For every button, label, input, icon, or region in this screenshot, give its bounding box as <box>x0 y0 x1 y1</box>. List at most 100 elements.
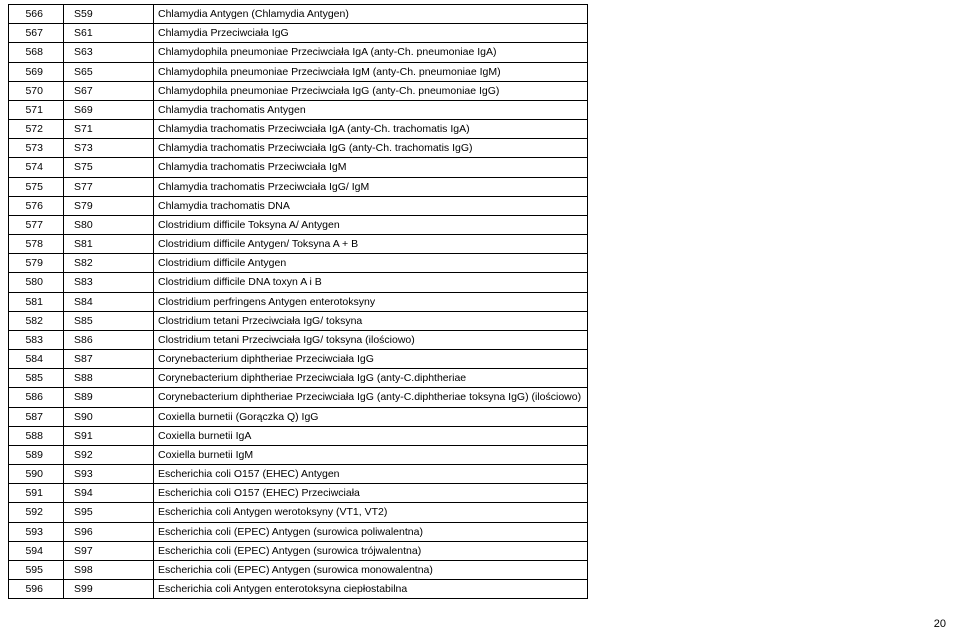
row-description: Chlamydia trachomatis Antygen <box>154 100 588 119</box>
row-number: 592 <box>9 503 64 522</box>
row-description: Clostridium difficile Toksyna A/ Antygen <box>154 215 588 234</box>
row-number: 588 <box>9 426 64 445</box>
row-code: S84 <box>64 292 154 311</box>
row-description: Escherichia coli O157 (EHEC) Antygen <box>154 465 588 484</box>
table-row: 566S59Chlamydia Antygen (Chlamydia Antyg… <box>9 5 588 24</box>
row-number: 570 <box>9 81 64 100</box>
row-code: S86 <box>64 330 154 349</box>
row-code: S91 <box>64 426 154 445</box>
table-row: 574S75Chlamydia trachomatis Przeciwciała… <box>9 158 588 177</box>
page-number: 20 <box>934 618 946 630</box>
row-number: 595 <box>9 560 64 579</box>
row-number: 571 <box>9 100 64 119</box>
row-code: S82 <box>64 254 154 273</box>
table-row: 570S67Chlamydophila pneumoniae Przeciwci… <box>9 81 588 100</box>
table-row: 588S91Coxiella burnetii IgA <box>9 426 588 445</box>
row-number: 566 <box>9 5 64 24</box>
row-description: Coxiella burnetii IgM <box>154 445 588 464</box>
row-description: Chlamydia trachomatis Przeciwciała IgG (… <box>154 139 588 158</box>
row-code: S65 <box>64 62 154 81</box>
row-code: S99 <box>64 580 154 599</box>
row-code: S88 <box>64 369 154 388</box>
table-row: 590S93Escherichia coli O157 (EHEC) Antyg… <box>9 465 588 484</box>
row-description: Corynebacterium diphtheriae Przeciwciała… <box>154 369 588 388</box>
row-number: 576 <box>9 196 64 215</box>
row-description: Chlamydophila pneumoniae Przeciwciała Ig… <box>154 62 588 81</box>
table-row: 569S65Chlamydophila pneumoniae Przeciwci… <box>9 62 588 81</box>
row-code: S61 <box>64 24 154 43</box>
row-number: 583 <box>9 330 64 349</box>
row-description: Escherichia coli (EPEC) Antygen (surowic… <box>154 541 588 560</box>
row-code: S79 <box>64 196 154 215</box>
table-row: 571S69Chlamydia trachomatis Antygen <box>9 100 588 119</box>
row-number: 579 <box>9 254 64 273</box>
row-number: 587 <box>9 407 64 426</box>
row-description: Clostridium difficile DNA toxyn A i B <box>154 273 588 292</box>
row-code: S59 <box>64 5 154 24</box>
row-number: 589 <box>9 445 64 464</box>
row-description: Clostridium perfringens Antygen enteroto… <box>154 292 588 311</box>
table-row: 589S92Coxiella burnetii IgM <box>9 445 588 464</box>
row-code: S94 <box>64 484 154 503</box>
row-description: Clostridium tetani Przeciwciała IgG/ tok… <box>154 311 588 330</box>
table-row: 573S73Chlamydia trachomatis Przeciwciała… <box>9 139 588 158</box>
table-body: 566S59Chlamydia Antygen (Chlamydia Antyg… <box>9 5 588 599</box>
table-row: 567S61Chlamydia Przeciwciała IgG <box>9 24 588 43</box>
row-code: S92 <box>64 445 154 464</box>
row-code: S95 <box>64 503 154 522</box>
row-code: S97 <box>64 541 154 560</box>
row-number: 581 <box>9 292 64 311</box>
row-code: S87 <box>64 350 154 369</box>
row-number: 585 <box>9 369 64 388</box>
table-row: 584S87Corynebacterium diphtheriae Przeci… <box>9 350 588 369</box>
row-number: 594 <box>9 541 64 560</box>
row-number: 572 <box>9 120 64 139</box>
row-number: 569 <box>9 62 64 81</box>
row-description: Chlamydia trachomatis Przeciwciała IgG/ … <box>154 177 588 196</box>
row-number: 582 <box>9 311 64 330</box>
row-description: Chlamydia Antygen (Chlamydia Antygen) <box>154 5 588 24</box>
row-number: 567 <box>9 24 64 43</box>
row-description: Chlamydia Przeciwciała IgG <box>154 24 588 43</box>
row-description: Corynebacterium diphtheriae Przeciwciała… <box>154 350 588 369</box>
row-number: 580 <box>9 273 64 292</box>
row-code: S81 <box>64 235 154 254</box>
table-row: 580S83Clostridium difficile DNA toxyn A … <box>9 273 588 292</box>
row-code: S83 <box>64 273 154 292</box>
row-number: 584 <box>9 350 64 369</box>
row-number: 590 <box>9 465 64 484</box>
row-code: S73 <box>64 139 154 158</box>
table-row: 596S99Escherichia coli Antygen enterotok… <box>9 580 588 599</box>
row-code: S93 <box>64 465 154 484</box>
table-row: 578S81Clostridium difficile Antygen/ Tok… <box>9 235 588 254</box>
table-row: 586S89Corynebacterium diphtheriae Przeci… <box>9 388 588 407</box>
row-number: 591 <box>9 484 64 503</box>
row-description: Corynebacterium diphtheriae Przeciwciała… <box>154 388 588 407</box>
table-row: 576S79Chlamydia trachomatis DNA <box>9 196 588 215</box>
row-code: S85 <box>64 311 154 330</box>
row-description: Clostridium difficile Antygen/ Toksyna A… <box>154 235 588 254</box>
row-code: S90 <box>64 407 154 426</box>
row-number: 593 <box>9 522 64 541</box>
row-code: S96 <box>64 522 154 541</box>
row-description: Chlamydia trachomatis Przeciwciała IgA (… <box>154 120 588 139</box>
table-row: 583S86Clostridium tetani Przeciwciała Ig… <box>9 330 588 349</box>
row-description: Chlamydophila pneumoniae Przeciwciała Ig… <box>154 43 588 62</box>
row-code: S98 <box>64 560 154 579</box>
row-number: 596 <box>9 580 64 599</box>
table-row: 581S84Clostridium perfringens Antygen en… <box>9 292 588 311</box>
row-description: Chlamydophila pneumoniae Przeciwciała Ig… <box>154 81 588 100</box>
row-code: S71 <box>64 120 154 139</box>
row-description: Escherichia coli (EPEC) Antygen (surowic… <box>154 522 588 541</box>
row-description: Escherichia coli Antygen enterotoksyna c… <box>154 580 588 599</box>
row-code: S75 <box>64 158 154 177</box>
row-number: 586 <box>9 388 64 407</box>
row-number: 568 <box>9 43 64 62</box>
table-row: 585S88Corynebacterium diphtheriae Przeci… <box>9 369 588 388</box>
table-row: 594S97Escherichia coli (EPEC) Antygen (s… <box>9 541 588 560</box>
row-code: S69 <box>64 100 154 119</box>
row-description: Chlamydia trachomatis DNA <box>154 196 588 215</box>
row-description: Chlamydia trachomatis Przeciwciała IgM <box>154 158 588 177</box>
row-description: Escherichia coli Antygen werotoksyny (VT… <box>154 503 588 522</box>
row-code: S80 <box>64 215 154 234</box>
